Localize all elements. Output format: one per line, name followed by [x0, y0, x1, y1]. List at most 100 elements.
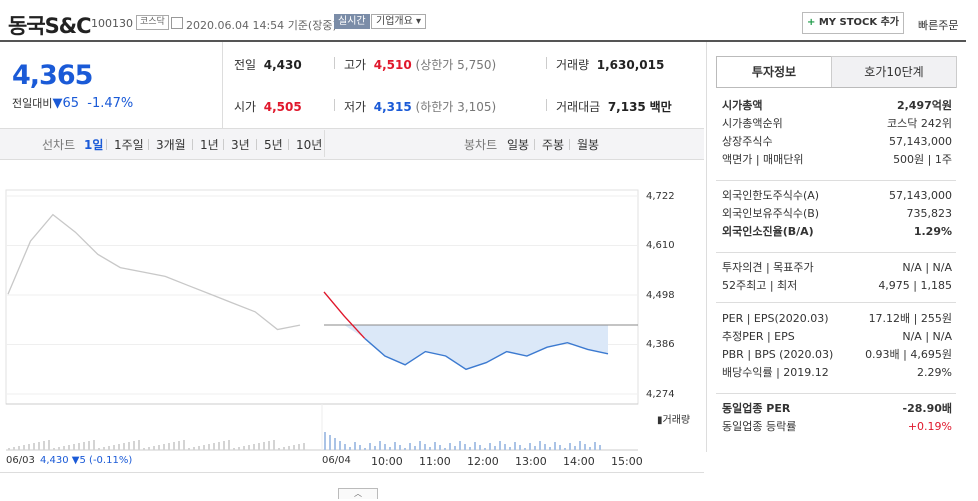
tab-investment-info[interactable]: 투자정보 — [716, 56, 832, 87]
tab-weekly-candle[interactable]: 주봉 — [542, 138, 565, 152]
volume-bar — [564, 448, 566, 450]
info-value: 2,497억원 — [896, 99, 952, 112]
volume-bar — [584, 444, 586, 450]
divider — [0, 472, 704, 473]
tab-order-book[interactable]: 호가10단계 — [831, 56, 957, 88]
volume-bar — [148, 447, 150, 450]
chart-fill-area — [324, 325, 608, 370]
volume-bar — [183, 440, 185, 450]
info-row: 액면가 | 매매단위 500원 | 1주 — [722, 151, 952, 169]
volume-bar — [459, 441, 461, 450]
volume-bar — [339, 441, 341, 450]
tab-1w[interactable]: 1주일 — [114, 138, 144, 152]
divider — [148, 139, 149, 150]
x-tick: 12:00 — [467, 455, 499, 468]
volume-bar — [394, 442, 396, 450]
quote-datetime: 2020.06.04 14:54 기준(장중) — [186, 19, 337, 32]
info-row: 상장주식수 57,143,000 — [722, 133, 952, 151]
volume-bar — [514, 442, 516, 450]
quick-order-link[interactable]: 빠른주문 — [918, 19, 959, 32]
volume-bar — [484, 448, 486, 450]
volume-bar — [434, 442, 436, 450]
tab-5y[interactable]: 5년 — [264, 138, 283, 152]
candle-chart-label: 봉차트 — [464, 138, 498, 152]
divider — [334, 99, 335, 111]
tab-10y[interactable]: 10년 — [296, 138, 323, 152]
tab-monthly-candle[interactable]: 월봉 — [577, 138, 600, 152]
tab-1d[interactable]: 1일 — [84, 138, 104, 152]
info-label: 시가총액 — [722, 99, 763, 112]
info-row: 추정PER | EPS N/A | N/A — [722, 328, 952, 346]
today-line-up — [323, 291, 366, 339]
volume-bar — [113, 445, 115, 450]
volume-bar — [534, 446, 536, 450]
volume-bar — [298, 444, 300, 450]
volume-bar — [163, 444, 165, 450]
stat-low: 저가 4,315 (하한가 3,105) — [344, 100, 497, 114]
tab-1y[interactable]: 1년 — [200, 138, 219, 152]
company-info-dropdown[interactable]: 기업개요 ▾ — [371, 14, 427, 29]
volume-bar — [28, 444, 30, 450]
volume-bar — [38, 442, 40, 450]
info-row: 시가총액 2,497억원 — [722, 97, 952, 115]
expand-handle[interactable]: ︿ — [338, 488, 378, 499]
info-label: PBR | BPS (2020.03) — [722, 348, 834, 361]
info-row: 외국인보유주식수(B) 735,823 — [722, 205, 952, 223]
volume-bar — [404, 448, 406, 450]
volume-bar — [369, 443, 371, 450]
info-value: 17.12배 | 255원 — [868, 312, 952, 325]
volume-bar — [138, 440, 140, 450]
tab-3y[interactable]: 3년 — [231, 138, 250, 152]
divider — [106, 139, 107, 150]
volume-bar — [123, 443, 125, 450]
info-value: 1.29% — [913, 225, 952, 238]
realtime-button[interactable]: 실시간 — [334, 14, 370, 29]
divider — [546, 99, 547, 111]
volume-bar — [203, 445, 205, 450]
stock-code: 100130 — [91, 17, 133, 30]
info-row: 외국인소진율(B/A) 1.29% — [722, 223, 952, 241]
info-label: 시가총액순위 — [722, 117, 783, 130]
volume-bar — [53, 448, 55, 450]
info-row: 배당수익률 | 2019.12 2.29% — [722, 364, 952, 382]
volume-bar — [409, 443, 411, 450]
tab-daily-candle[interactable]: 일봉 — [507, 138, 530, 152]
header-divider — [0, 40, 966, 42]
volume-bar — [349, 447, 351, 450]
line-chart-label: 선차트 — [42, 138, 76, 152]
volume-bar — [248, 445, 250, 450]
volume-bar — [8, 448, 10, 450]
volume-bar — [569, 443, 571, 450]
divider — [716, 393, 956, 394]
volume-bar — [283, 447, 285, 450]
y-tick: 4,722 — [646, 191, 675, 202]
info-value: 0.93배 | 4,695원 — [865, 348, 952, 361]
info-row: 동일업종 등락률 +0.19% — [722, 418, 952, 436]
info-label: 추정PER | EPS — [722, 330, 795, 343]
volume-bars — [8, 432, 601, 450]
volume-bar — [429, 447, 431, 450]
volume-bar — [153, 446, 155, 450]
volume-bar — [509, 447, 511, 450]
add-mystock-button[interactable]: + MY STOCK 추가 — [802, 12, 904, 34]
divider — [716, 302, 956, 303]
bar-icon: ▮ — [657, 415, 663, 426]
info-row: 외국인한도주식수(A) 57,143,000 — [722, 187, 952, 205]
info-value: 코스닥 242위 — [887, 117, 952, 130]
y-tick: 4,610 — [646, 240, 675, 251]
info-row: 52주최고 | 최저 4,975 | 1,185 — [722, 277, 952, 295]
info-value: +0.19% — [907, 420, 952, 433]
stat-prev: 전일 4,430 — [234, 58, 302, 72]
divider — [716, 87, 956, 88]
volume-bar — [108, 446, 110, 450]
volume-label: ▮거래량 — [657, 415, 691, 426]
stock-name: 동국S&C — [8, 14, 91, 38]
volume-bar — [58, 447, 60, 450]
x-tick: 15:00 — [611, 455, 643, 468]
volume-bar — [208, 444, 210, 450]
divider — [256, 139, 257, 150]
info-label: 액면가 | 매매단위 — [722, 153, 804, 166]
price-chart[interactable] — [0, 160, 704, 488]
tab-3m[interactable]: 3개월 — [156, 138, 186, 152]
below-reference-fill — [324, 325, 608, 370]
